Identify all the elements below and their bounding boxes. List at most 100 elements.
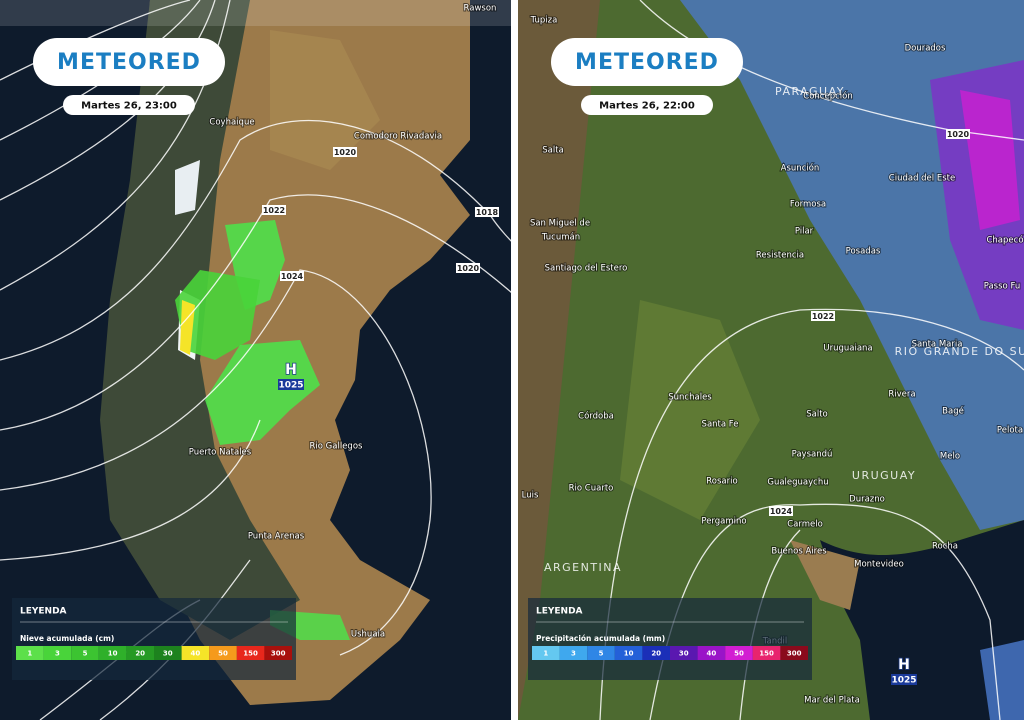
region-label: RIO GRANDE DO SUL: [895, 345, 1024, 358]
place-label: Buenos Aires: [771, 547, 827, 557]
place-label: Tupiza: [530, 16, 558, 26]
legend-swatch: [154, 646, 182, 660]
legend-scale-label: 10: [624, 650, 634, 658]
place-label: Luis: [522, 491, 539, 501]
logo: METEORED: [57, 50, 201, 75]
high-tag: [278, 379, 304, 390]
time-pill: [581, 95, 713, 115]
high-letter: H: [285, 362, 297, 378]
legend-scale-label: 20: [135, 650, 145, 658]
legend-scale-label: 30: [679, 650, 689, 658]
legend-swatch: [780, 646, 808, 660]
place-label: Paysandú: [792, 450, 833, 460]
legend-scale-label: 1: [543, 650, 548, 658]
place-label: Pergamino: [701, 517, 746, 527]
legend-scale-label: 30: [163, 650, 173, 658]
place-label: Pelota: [997, 426, 1023, 436]
legend-swatch: [16, 646, 44, 660]
high-pressure: 1025: [278, 381, 303, 391]
time-label: Martes 26, 23:00: [81, 101, 177, 112]
place-label: Rio Cuarto: [569, 484, 614, 494]
left-map: [0, 0, 511, 720]
legend-scale-label: 5: [83, 650, 88, 658]
legend-scale-label: 300: [787, 650, 802, 658]
legend-scale-label: 300: [271, 650, 286, 658]
place-label: Asunción: [781, 163, 820, 174]
place-label: Chapecó: [986, 235, 1023, 246]
place-label: Rosario: [706, 477, 737, 487]
place-label: Resistencia: [756, 251, 804, 261]
place-label: Rio Gallegos: [310, 442, 364, 452]
place-label: Santa Fe: [702, 420, 739, 430]
legend-swatch: [43, 646, 72, 660]
time-label: Martes 26, 22:00: [599, 101, 695, 112]
place-label: Dourados: [905, 44, 946, 54]
legend-swatch: [209, 646, 237, 660]
isobar-label: 1022: [812, 312, 834, 321]
place-label: Passo Fu: [984, 282, 1021, 292]
place-label: Gualeguaychu: [767, 478, 828, 488]
legend-swatch: [559, 646, 588, 660]
legend-swatch: [532, 646, 560, 660]
legend-swatch: [126, 646, 154, 660]
place-label: Mar del Plata: [804, 696, 860, 706]
place-label: Santiago del Estero: [545, 264, 628, 274]
legend-scale-label: 5: [599, 650, 604, 658]
isobar-tag: [811, 311, 835, 321]
legend-swatch: [670, 646, 698, 660]
place-label: Durazno: [849, 495, 885, 505]
place-label: Tucumán: [541, 233, 580, 243]
place-label: San Miguel de: [530, 219, 590, 229]
place-label: Ciudad del Este: [889, 174, 955, 184]
legend-scale-label: 20: [651, 650, 661, 658]
place-label: Concepción: [803, 91, 852, 102]
legend-swatch: [587, 646, 615, 660]
place-label: Formosa: [790, 200, 826, 210]
place-label: Salta: [542, 146, 564, 156]
legend-box: [12, 598, 296, 680]
place-label: Coyhaique: [209, 118, 254, 128]
place-label: Ushuaia: [351, 630, 385, 640]
place-label: Montevideo: [854, 560, 904, 570]
logo: METEORED: [575, 50, 719, 75]
legend-scale-label: 40: [191, 650, 201, 658]
region-label: URUGUAY: [852, 469, 916, 482]
legend-scale-label: 3: [55, 650, 60, 658]
legend-swatch: [614, 646, 643, 660]
legend-scale-label: 50: [734, 650, 744, 658]
place-label: Uruguaiana: [823, 344, 872, 354]
isobar-label: 1024: [281, 272, 304, 281]
legend-swatch: [642, 646, 670, 660]
legend-title: LEYENDA: [20, 607, 67, 617]
legend-subtitle: Nieve acumulada (cm): [20, 634, 114, 643]
legend-swatch: [264, 646, 292, 660]
legend-scale-label: 40: [707, 650, 717, 658]
place-label: Punta Arenas: [248, 532, 305, 542]
legend-scale-label: 50: [218, 650, 228, 658]
legend-box: [528, 598, 812, 680]
legend-scale-label: 150: [243, 650, 258, 658]
place-label: Posadas: [846, 247, 881, 257]
high-pressure: 1025: [891, 676, 916, 686]
place-label: Rivera: [888, 390, 915, 400]
place-label: Puerto Natales: [189, 448, 252, 458]
logo-pill: [551, 38, 743, 86]
isobar-label: 1020: [334, 148, 357, 157]
legend-swatch: [725, 646, 753, 660]
place-label: Comodoro Rivadavia: [354, 132, 442, 142]
isobar-tag: [333, 147, 357, 157]
legend-swatch: [752, 646, 781, 660]
place-label: Sunchales: [668, 393, 712, 403]
isobar-tag: [769, 506, 793, 516]
legend-swatch: [181, 646, 210, 660]
isobar-tag: [946, 129, 970, 139]
legend-scale-label: 3: [571, 650, 576, 658]
place-label: Pilar: [795, 227, 814, 237]
place-label: Salto: [806, 410, 828, 420]
legend-swatch: [98, 646, 127, 660]
isobar-tag: [456, 263, 480, 273]
place-label: Córdoba: [578, 411, 614, 422]
region-label: ARGENTINA: [544, 561, 622, 574]
